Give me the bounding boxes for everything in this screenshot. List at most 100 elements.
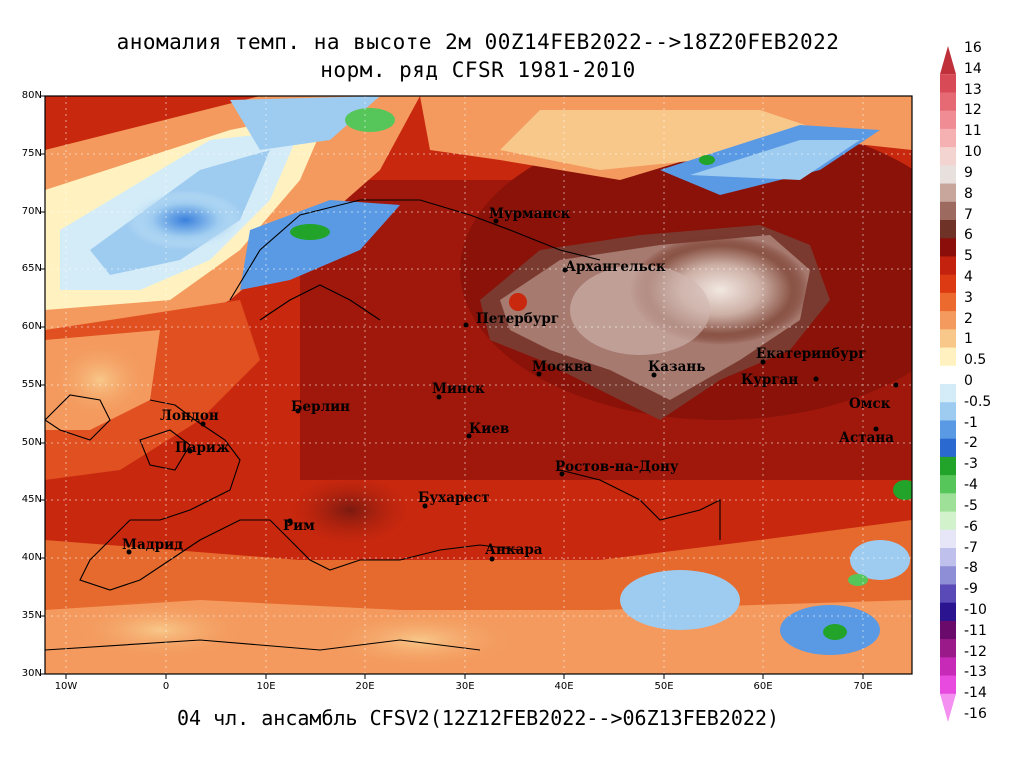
- colorbar-swatch: [940, 693, 956, 722]
- lon-label: 20E: [355, 681, 375, 692]
- colorbar-swatch: [940, 165, 956, 185]
- map-title: аномалия темп. на высоте 2м 00Z14FEB2022…: [116, 30, 840, 54]
- city-label-omsk: Омск: [849, 396, 891, 412]
- city-label-berlin: Берлин: [291, 399, 350, 415]
- lat-label: 65N: [21, 263, 42, 274]
- colorbar-swatch: [940, 110, 956, 130]
- anomaly-field: [45, 96, 912, 674]
- colorbar-label: -6: [964, 518, 978, 535]
- colorbar-label: 10: [964, 144, 982, 161]
- lat-label: 55N: [21, 379, 42, 390]
- colorbar-label: -8: [964, 560, 978, 577]
- city-dot-minsk: [436, 394, 442, 400]
- colorbar: [940, 46, 956, 722]
- city-label-rome: Рим: [283, 518, 315, 534]
- city-label-murmansk: Мурманск: [489, 206, 571, 222]
- city-dot-murmansk: [493, 218, 499, 224]
- colorbar-label: -12: [964, 643, 987, 660]
- colorbar-label: -2: [964, 435, 978, 452]
- colorbar-label: 7: [964, 206, 973, 223]
- colorbar-label: 14: [964, 60, 982, 77]
- colorbar-swatch: [940, 74, 956, 93]
- city-dot-london: [200, 421, 206, 427]
- city-dot-rome: [287, 518, 293, 524]
- colorbar-label: 0.5: [964, 352, 987, 369]
- colorbar-swatch: [940, 274, 956, 294]
- city-label-rostov: Ростов-на-Дону: [555, 459, 679, 475]
- colorbar-swatch: [940, 92, 956, 112]
- city-label-minsk: Минск: [432, 381, 485, 397]
- city-label-astana: Астана: [839, 430, 894, 446]
- colorbar-label: 16: [964, 40, 982, 56]
- axis-ticks: [40, 95, 864, 679]
- colorbar-label: 9: [964, 164, 973, 181]
- colorbar-label: -5: [964, 497, 978, 514]
- colorbar-swatch: [940, 566, 956, 585]
- city-dot-astana: [873, 426, 879, 432]
- lon-label: 10E: [256, 681, 276, 692]
- colorbar-label: 6: [964, 227, 973, 244]
- colorbar-swatch: [940, 311, 956, 330]
- ensemble-caption: 04 чл. ансамбль CFSV2(12Z12FEB2022-->06Z…: [176, 706, 780, 730]
- lon-label: 70E: [853, 681, 873, 692]
- colorbar-swatch: [940, 675, 956, 695]
- lon-label: 60E: [753, 681, 773, 692]
- city-dot-kurgan: [813, 376, 819, 382]
- colorbar-swatch: [940, 420, 956, 440]
- city-dot-berlin: [295, 408, 301, 414]
- colorbar-label: 8: [964, 185, 973, 202]
- city-dot-kazan: [651, 372, 657, 378]
- colorbar-swatch: [940, 657, 956, 677]
- lat-label: 75N: [21, 148, 42, 159]
- city-markers: [126, 218, 899, 562]
- city-label-kazan: Казань: [648, 359, 706, 375]
- city-label-kurgan: Курган: [741, 372, 799, 388]
- colorbar-swatch: [940, 256, 956, 276]
- city-dot-bucharest: [422, 503, 428, 509]
- city-label-arkhangelsk: Архангельск: [565, 259, 666, 275]
- colorbar-label: -16: [964, 706, 987, 722]
- colorbar-swatch: [940, 402, 956, 421]
- colorbar-swatch: [940, 201, 956, 221]
- city-dot-paris: [187, 448, 193, 454]
- colorbar-swatch: [940, 147, 956, 166]
- city-dot-madrid: [126, 549, 132, 555]
- map-subtitle: норм. ряд CFSR 1981-2010: [320, 58, 636, 82]
- colorbar-label: -1: [964, 414, 978, 431]
- coastlines: [45, 199, 721, 651]
- colorbar-label: 0: [964, 373, 973, 389]
- city-dot-kyiv: [466, 433, 472, 439]
- lon-label: 0: [162, 681, 170, 692]
- colorbar-swatch: [940, 493, 956, 513]
- colorbar-label: -0.5: [964, 393, 992, 410]
- city-label-bucharest: Бухарест: [418, 490, 490, 506]
- colorbar-swatch: [940, 639, 956, 658]
- lon-label: 10W: [54, 681, 78, 692]
- colorbar-swatch: [940, 584, 956, 604]
- colorbar-swatch: [940, 456, 956, 476]
- colorbar-swatch: [940, 365, 956, 385]
- lon-label: 30E: [455, 681, 475, 692]
- colorbar-label: -4: [964, 477, 978, 494]
- lat-label: 60N: [21, 321, 42, 332]
- city-label-paris: Париж: [175, 440, 230, 456]
- lat-label: 50N: [21, 437, 42, 448]
- lon-label: 40E: [554, 681, 574, 692]
- lat-label: 35N: [21, 610, 42, 621]
- city-dot-rostov: [559, 471, 565, 477]
- colorbar-swatch: [940, 292, 956, 312]
- colorbar-label: -13: [964, 664, 987, 681]
- colorbar-label: -7: [964, 539, 978, 556]
- graticule: [45, 96, 912, 674]
- city-dot-petersburg: [463, 322, 469, 328]
- colorbar-label: -9: [964, 581, 978, 598]
- colorbar-label: -11: [964, 622, 987, 639]
- colorbar-label: 3: [964, 289, 973, 306]
- city-label-petersburg: Петербург: [476, 311, 560, 327]
- city-label-kyiv: Киев: [469, 421, 510, 437]
- colorbar-swatch: [940, 347, 956, 367]
- lon-label: 50E: [654, 681, 674, 692]
- colorbar-swatch: [940, 220, 956, 239]
- colorbar-label: 12: [964, 102, 982, 119]
- colorbar-swatch: [940, 548, 956, 567]
